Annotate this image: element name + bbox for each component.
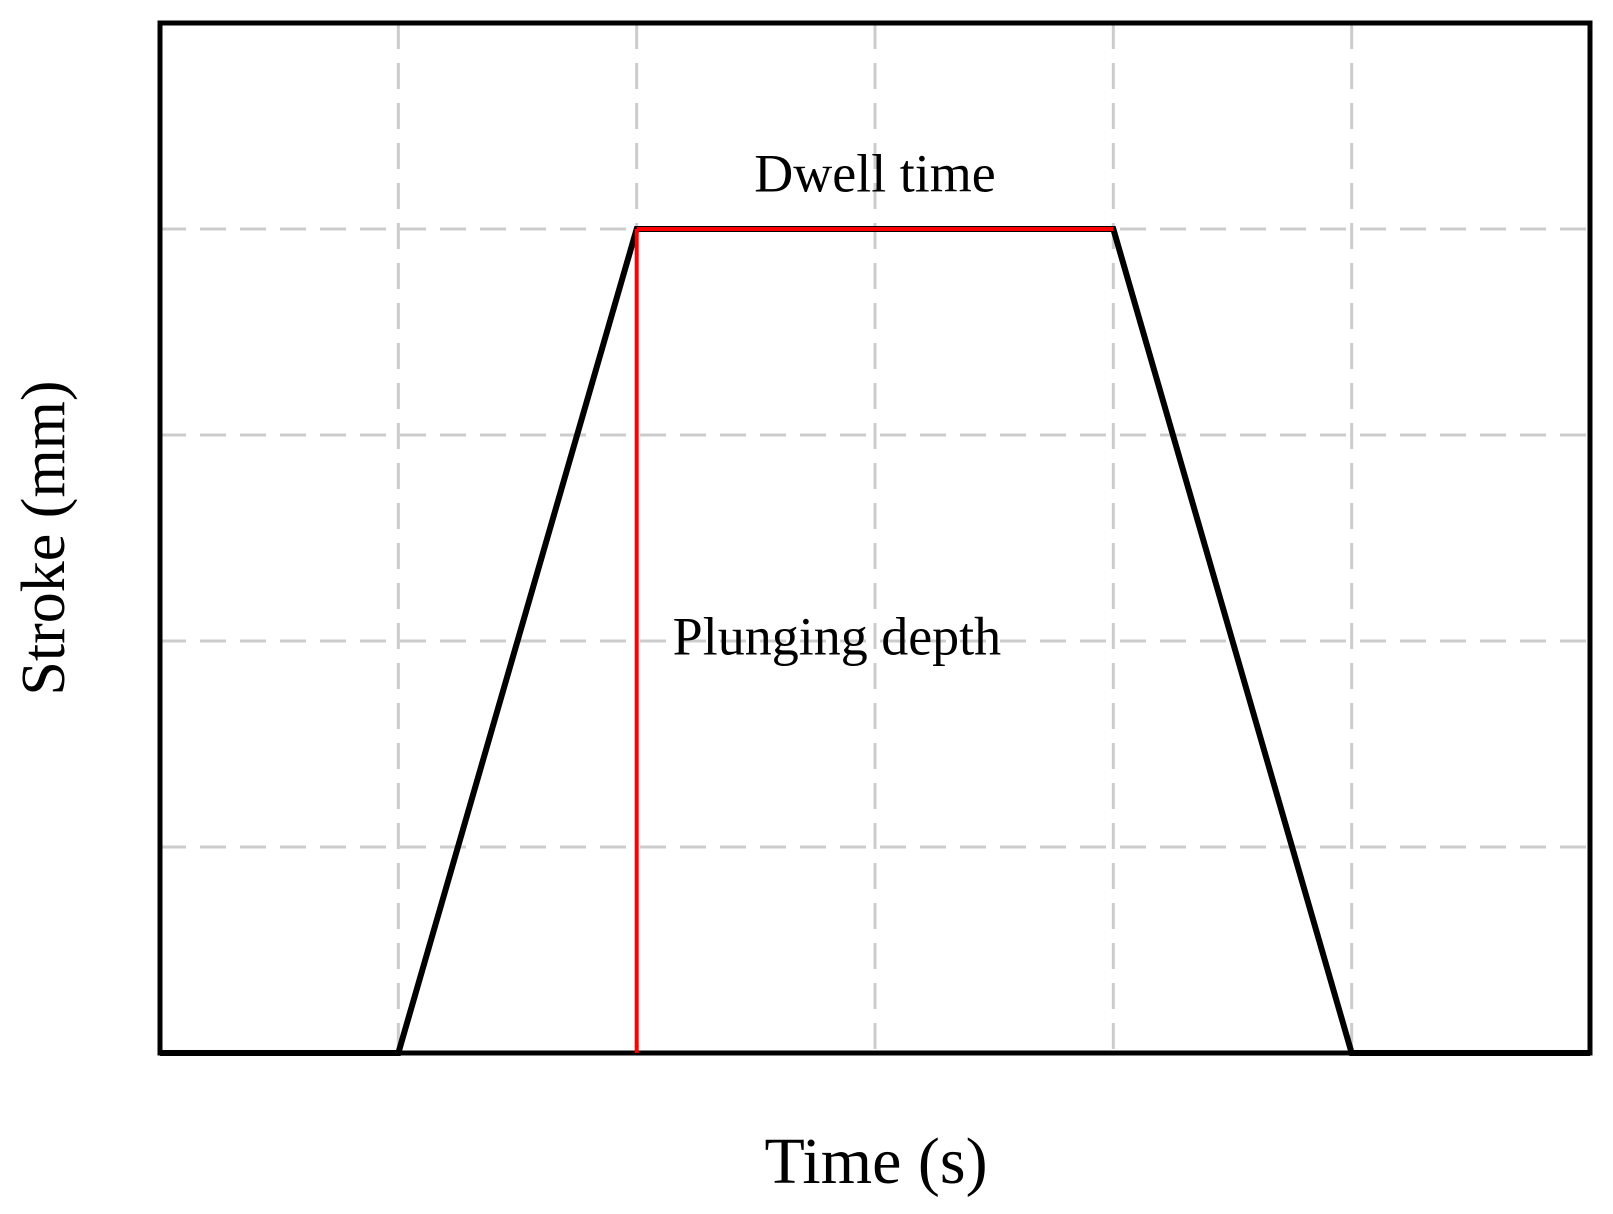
y-axis-label: Stroke (mm)	[10, 380, 78, 695]
annotation: Plunging depth	[673, 606, 1002, 666]
x-axis-label: Time (s)	[764, 1125, 987, 1198]
annotation: Dwell time	[754, 143, 995, 203]
plot-frame	[157, 20, 1593, 1056]
